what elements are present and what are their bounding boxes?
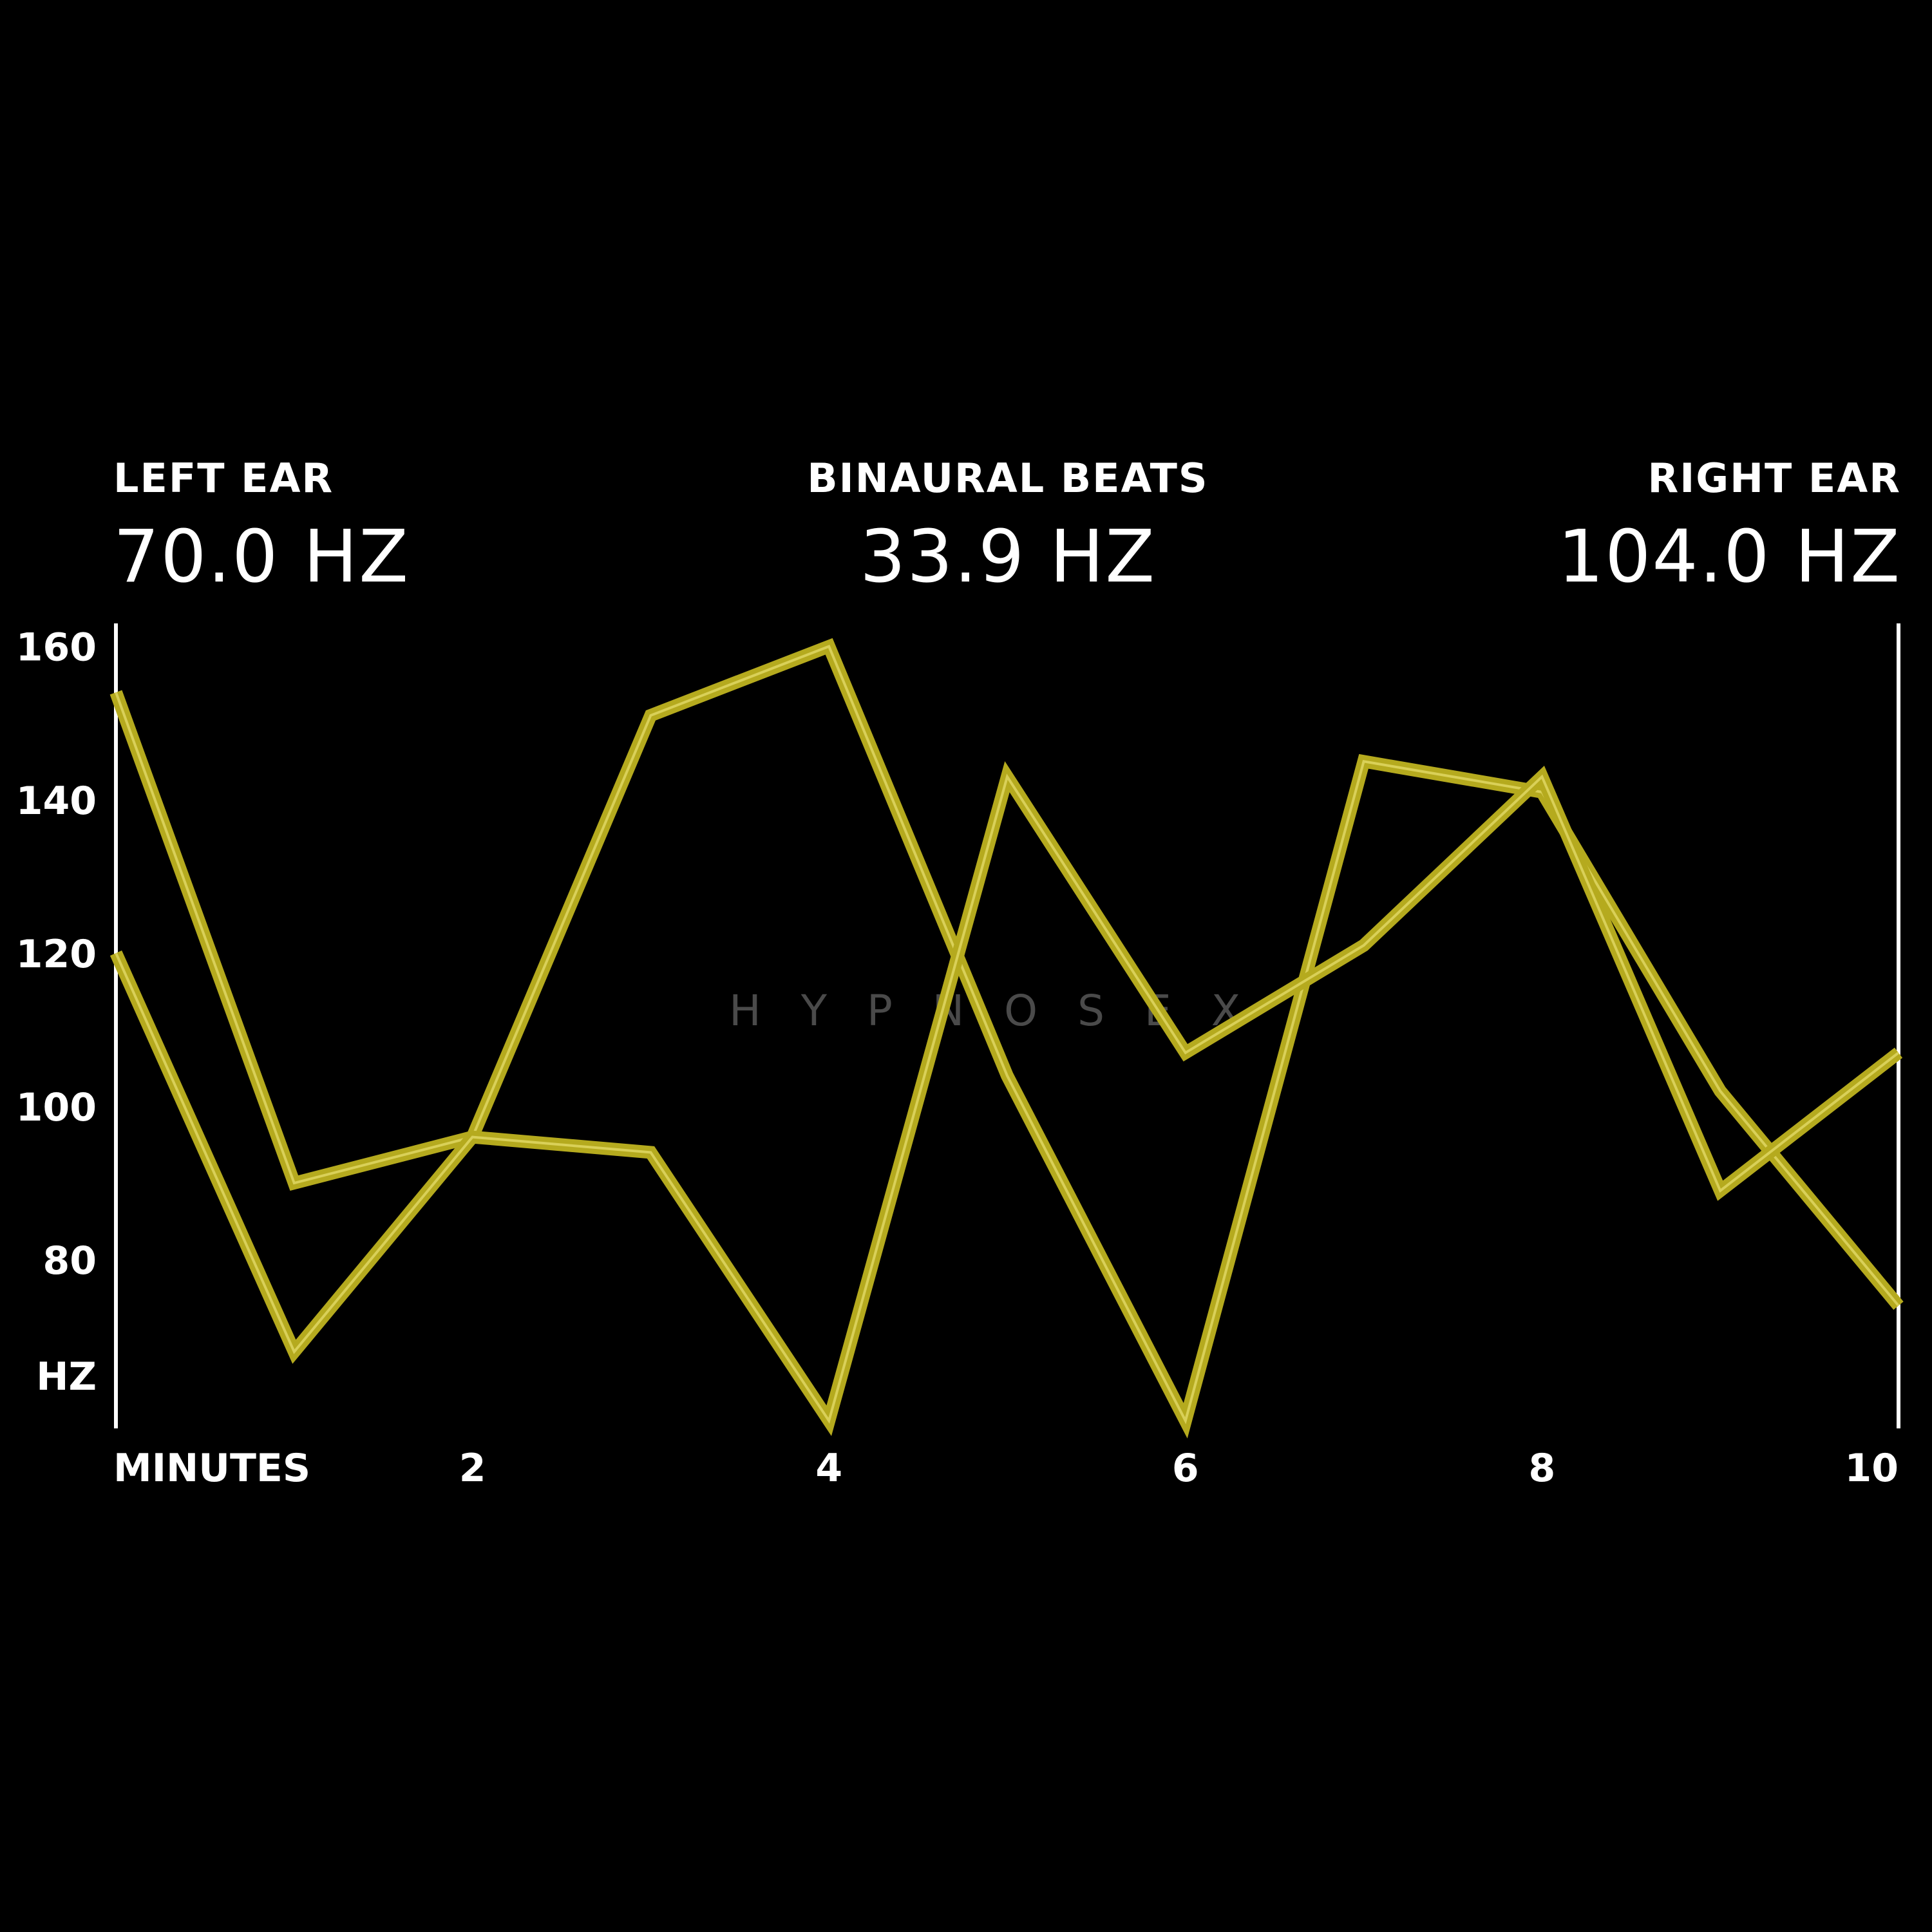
watermark: HYPNOSEX <box>729 986 1280 1036</box>
y-tick-label: 140 <box>16 779 97 824</box>
x-tick-label: 8 <box>1529 1446 1556 1491</box>
axes <box>114 623 1900 1428</box>
series-layer <box>109 638 1904 1439</box>
series-line-2 <box>109 761 1903 1436</box>
x-tick-label: 6 <box>1172 1446 1199 1491</box>
x-axis-title: MINUTES <box>113 1446 310 1491</box>
x-tick-label: 4 <box>815 1446 842 1491</box>
y-tick-label: 160 <box>16 625 97 670</box>
y-tick-label: 120 <box>16 932 97 977</box>
left-ear-label: LEFT EAR <box>113 455 334 502</box>
tick-labels: 160 140 120 100 80 HZ MINUTES 2 4 6 8 10 <box>16 625 1899 1491</box>
y-tick-label: 100 <box>16 1085 97 1130</box>
left-ear-value: 70.0 HZ <box>113 515 410 599</box>
right-ear-label: RIGHT EAR <box>1647 455 1901 502</box>
binaural-beats-value: 33.9 HZ <box>860 515 1156 599</box>
y-axis-title: HZ <box>36 1354 97 1399</box>
series-highlight-2 <box>115 773 1900 1424</box>
binaural-beats-label: BINAURAL BEATS <box>807 455 1209 502</box>
y-tick-label: 80 <box>43 1238 97 1283</box>
series-highlight-1 <box>115 645 1900 1425</box>
right-ear-value: 104.0 HZ <box>1557 515 1901 599</box>
x-tick-label: 2 <box>459 1446 486 1491</box>
x-tick-label: 10 <box>1845 1446 1899 1491</box>
